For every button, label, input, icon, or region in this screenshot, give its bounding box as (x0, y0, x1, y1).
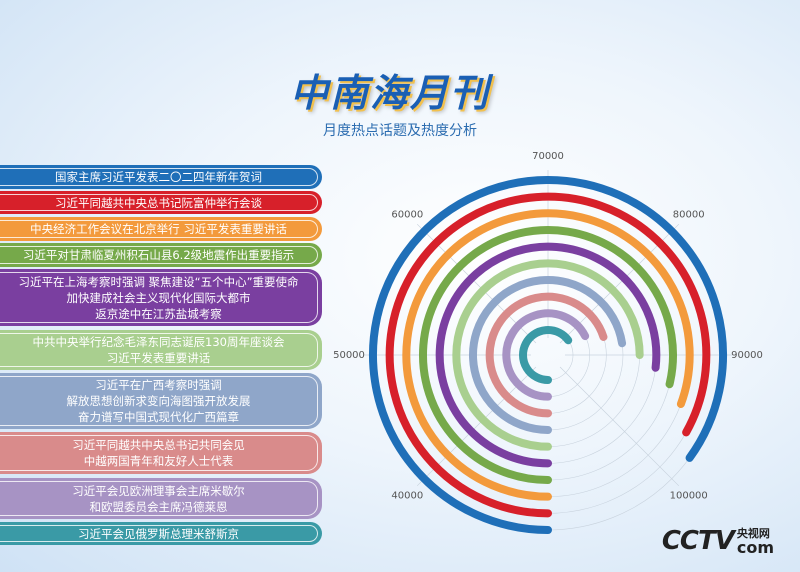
radial-bar (469, 276, 627, 434)
logo-domain: com (736, 538, 774, 557)
subtitle: 月度热点话题及热度分析 (323, 123, 477, 139)
tick-label: 60000 (391, 209, 423, 220)
legend-item: 习近平会见欧洲理事会主席米歇尔 和欧盟委员会主席冯德莱恩 (0, 478, 322, 519)
legend-item: 习近平在广西考察时强调 解放思想创新求变向海图强开放发展 奋力谱写中国式现代化广… (0, 373, 322, 429)
legend-item: 习近平在上海考察时强调 聚焦建设“五个中心”重要使命 加快建成社会主义现代化国际… (0, 269, 322, 326)
legend-label: 习近平在广西考察时强调 解放思想创新求变向海图强开放发展 奋力谱写中国式现代化广… (0, 376, 318, 426)
legend-label: 国家主席习近平发表二〇二四年新年贺词 (0, 168, 318, 186)
legend-label: 习近平在上海考察时强调 聚焦建设“五个中心”重要使命 加快建成社会主义现代化国际… (0, 272, 318, 323)
logo-side: 央视网 com (737, 528, 774, 556)
radial-bar (435, 242, 661, 468)
logo-main: CCTV (661, 526, 735, 556)
logo: CCTV 央视网 com (662, 526, 774, 556)
legend-label: 中央经济工作会议在北京举行 习近平发表重要讲话 (0, 220, 318, 238)
legend-label: 习近平同越共中央总书记共同会见 中越两国青年和友好人士代表 (0, 435, 318, 471)
radial-bar (452, 259, 644, 451)
radial-bar (519, 326, 573, 384)
tick-label: 100000 (670, 491, 708, 502)
legend-item: 习近平同越共中央总书记阮富仲举行会谈 (0, 191, 322, 214)
radial-bar (402, 209, 694, 501)
legend-label: 习近平对甘肃临夏州积石山县6.2级地震作出重要指示 (0, 246, 318, 264)
radial-bar (419, 226, 677, 484)
tick-label: 40000 (391, 491, 423, 502)
legend-item: 中共中央举行纪念毛泽东同志诞辰130周年座谈会 习近平发表重要讲话 (0, 330, 322, 370)
logo-sub: 央视网 (736, 527, 770, 540)
title: 中南海月刊 (0, 62, 800, 117)
legend-item: 中央经济工作会议在北京举行 习近平发表重要讲话 (0, 217, 322, 241)
radial-bar (385, 192, 711, 518)
legend-item: 国家主席习近平发表二〇二四年新年贺词 (0, 165, 322, 189)
tick-label: 50000 (333, 350, 365, 361)
radial-bar (485, 292, 608, 418)
tick-label: 70000 (532, 151, 564, 162)
radial-bar (369, 176, 727, 534)
title-text: 中南海月刊 (289, 71, 490, 115)
legend-label: 习近平会见俄罗斯总理米舒斯京 (0, 525, 318, 542)
legend-item: 习近平同越共中央总书记共同会见 中越两国青年和友好人士代表 (0, 432, 322, 474)
radial-bar (502, 309, 590, 401)
legend-label: 习近平会见欧洲理事会主席米歇尔 和欧盟委员会主席冯德莱恩 (0, 481, 318, 516)
legend-item: 习近平对甘肃临夏州积石山县6.2级地震作出重要指示 (0, 243, 322, 267)
legend-item: 习近平会见俄罗斯总理米舒斯京 (0, 522, 322, 545)
grid-spoke (559, 366, 680, 487)
tick-label: 80000 (673, 209, 705, 220)
tick-label: 90000 (731, 350, 763, 361)
legend-label: 习近平同越共中央总书记阮富仲举行会谈 (0, 194, 318, 211)
legend-label: 中共中央举行纪念毛泽东同志诞辰130周年座谈会 习近平发表重要讲话 (0, 333, 318, 367)
